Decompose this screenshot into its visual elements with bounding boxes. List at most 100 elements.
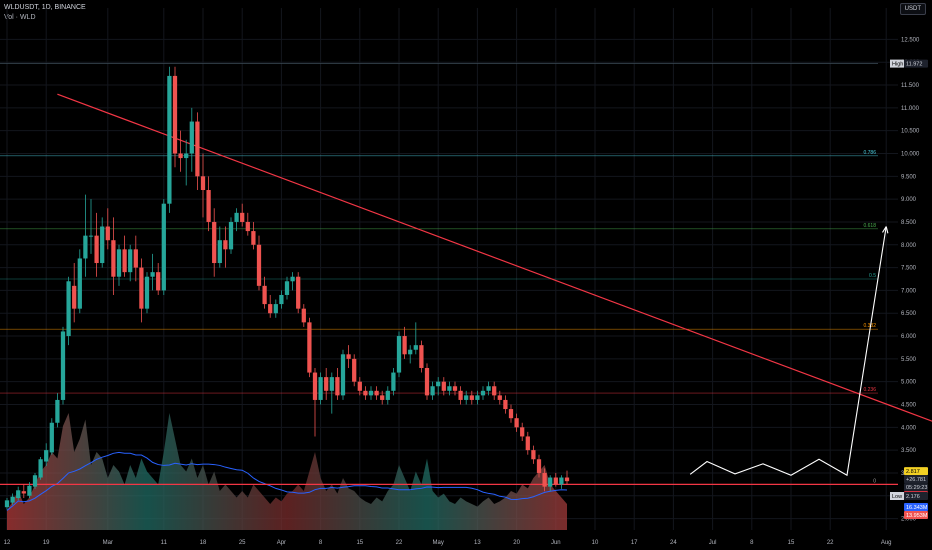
candle-body bbox=[441, 381, 446, 391]
high-badge-label: High bbox=[892, 62, 903, 68]
candle-body bbox=[77, 258, 82, 309]
candle-body bbox=[301, 308, 306, 323]
volume-badge-text: 13.953M bbox=[906, 513, 928, 519]
currency-unit-button[interactable]: USDT bbox=[899, 3, 926, 15]
volume-area bbox=[7, 413, 567, 530]
candle-body bbox=[189, 121, 194, 154]
y-tick-label: 9.000 bbox=[901, 197, 917, 203]
candle-body bbox=[447, 386, 452, 391]
candle-body bbox=[167, 75, 172, 204]
low-value-badge bbox=[904, 492, 928, 500]
candle-body bbox=[492, 386, 497, 396]
y-tick-label: 5.000 bbox=[901, 380, 917, 386]
x-tick-label: 12 bbox=[4, 540, 11, 546]
candle-body bbox=[503, 399, 508, 410]
candle-body bbox=[212, 221, 217, 264]
countdown-badge-text: 05:29:23 bbox=[906, 485, 927, 491]
y-tick-label: 7.500 bbox=[901, 266, 917, 272]
candle-body bbox=[419, 345, 424, 368]
candle-body bbox=[368, 390, 374, 396]
y-tick-label: 8.000 bbox=[901, 243, 917, 249]
candle-body bbox=[525, 436, 530, 451]
candle-body bbox=[296, 276, 301, 309]
candle-body bbox=[385, 390, 390, 400]
volume-indicator-label: Vol · WLD bbox=[4, 14, 36, 21]
candle-body bbox=[240, 212, 245, 222]
y-tick-label: 10.000 bbox=[901, 152, 920, 158]
candle-body bbox=[128, 249, 133, 273]
x-tick-label: 22 bbox=[396, 540, 403, 546]
candle-body bbox=[38, 459, 43, 478]
candle-body bbox=[363, 390, 368, 396]
candle-body bbox=[548, 477, 553, 487]
x-tick-label: Jul bbox=[709, 540, 717, 546]
x-tick-label: May bbox=[433, 540, 444, 546]
candle-body bbox=[508, 409, 514, 419]
y-tick-label: 3.500 bbox=[901, 448, 917, 454]
candle-body bbox=[564, 477, 570, 482]
candle-body bbox=[245, 221, 250, 232]
y-tick-label: 7.000 bbox=[901, 288, 917, 294]
candle-body bbox=[520, 427, 525, 437]
candle-body bbox=[116, 249, 122, 277]
x-tick-label: 13 bbox=[474, 540, 481, 546]
candle-body bbox=[178, 153, 183, 159]
y-tick-label: 4.500 bbox=[901, 403, 917, 409]
volume-ma-line bbox=[6, 451, 568, 511]
y-tick-label: 9.500 bbox=[901, 174, 917, 180]
candle-body bbox=[66, 281, 71, 337]
y-tick-label: 12.500 bbox=[901, 37, 920, 43]
candle-body bbox=[94, 235, 99, 264]
candle-body bbox=[430, 386, 435, 396]
candle-body bbox=[100, 226, 105, 264]
high-value-badge-text: 11.972 bbox=[906, 62, 922, 68]
candle-body bbox=[553, 477, 558, 485]
candle-body bbox=[139, 267, 144, 309]
candle-body bbox=[144, 276, 150, 309]
fib-level-label: 0.5 bbox=[869, 273, 876, 279]
symbol-title: WLDUSDT, 1D, BINANCE bbox=[4, 4, 86, 11]
candle-body bbox=[335, 377, 340, 396]
candle-body bbox=[184, 153, 189, 159]
y-tick-label: 11.500 bbox=[901, 83, 920, 89]
fib-level-label: 0.236 bbox=[863, 387, 876, 393]
x-tick-label: Aug bbox=[881, 540, 892, 546]
fib-level-label: 0.786 bbox=[863, 150, 876, 156]
x-tick-label: 8 bbox=[750, 540, 754, 546]
candle-body bbox=[228, 221, 234, 250]
x-tick-label: Jun bbox=[551, 540, 561, 546]
candle-body bbox=[111, 240, 116, 277]
low-value-badge-text: 2.176 bbox=[906, 494, 920, 500]
x-tick-label: 22 bbox=[827, 540, 834, 546]
low-badge bbox=[890, 492, 904, 500]
countdown-badge bbox=[904, 483, 928, 492]
last-price-badge bbox=[904, 467, 928, 476]
candle-body bbox=[329, 377, 334, 391]
fib-level-label: 0 bbox=[873, 478, 876, 484]
candle-body bbox=[469, 395, 474, 400]
x-tick-label: 11 bbox=[161, 540, 168, 546]
x-tick-label: 24 bbox=[670, 540, 677, 546]
candle-body bbox=[436, 381, 441, 387]
candle-body bbox=[251, 231, 256, 245]
volume-ma-badge bbox=[904, 503, 928, 511]
chart-header: WLDUSDT, 1D, BINANCE Vol · WLD bbox=[4, 3, 86, 23]
x-tick-label: 15 bbox=[788, 540, 795, 546]
candle-body bbox=[346, 354, 351, 359]
candle-body bbox=[380, 395, 385, 400]
candle-body bbox=[391, 372, 396, 391]
candle-body bbox=[424, 367, 430, 396]
y-tick-label: 5.500 bbox=[901, 357, 917, 363]
candle-body bbox=[536, 459, 542, 473]
candle-body bbox=[352, 358, 357, 382]
candle-body bbox=[195, 121, 200, 177]
candle-body bbox=[497, 395, 502, 400]
candle-body bbox=[514, 418, 519, 428]
candle-body bbox=[72, 285, 77, 309]
candle-body bbox=[559, 477, 564, 485]
candle-body bbox=[284, 281, 290, 295]
x-tick-label: Mar bbox=[103, 540, 113, 546]
candle-body bbox=[408, 349, 413, 355]
candle-body bbox=[161, 203, 166, 291]
